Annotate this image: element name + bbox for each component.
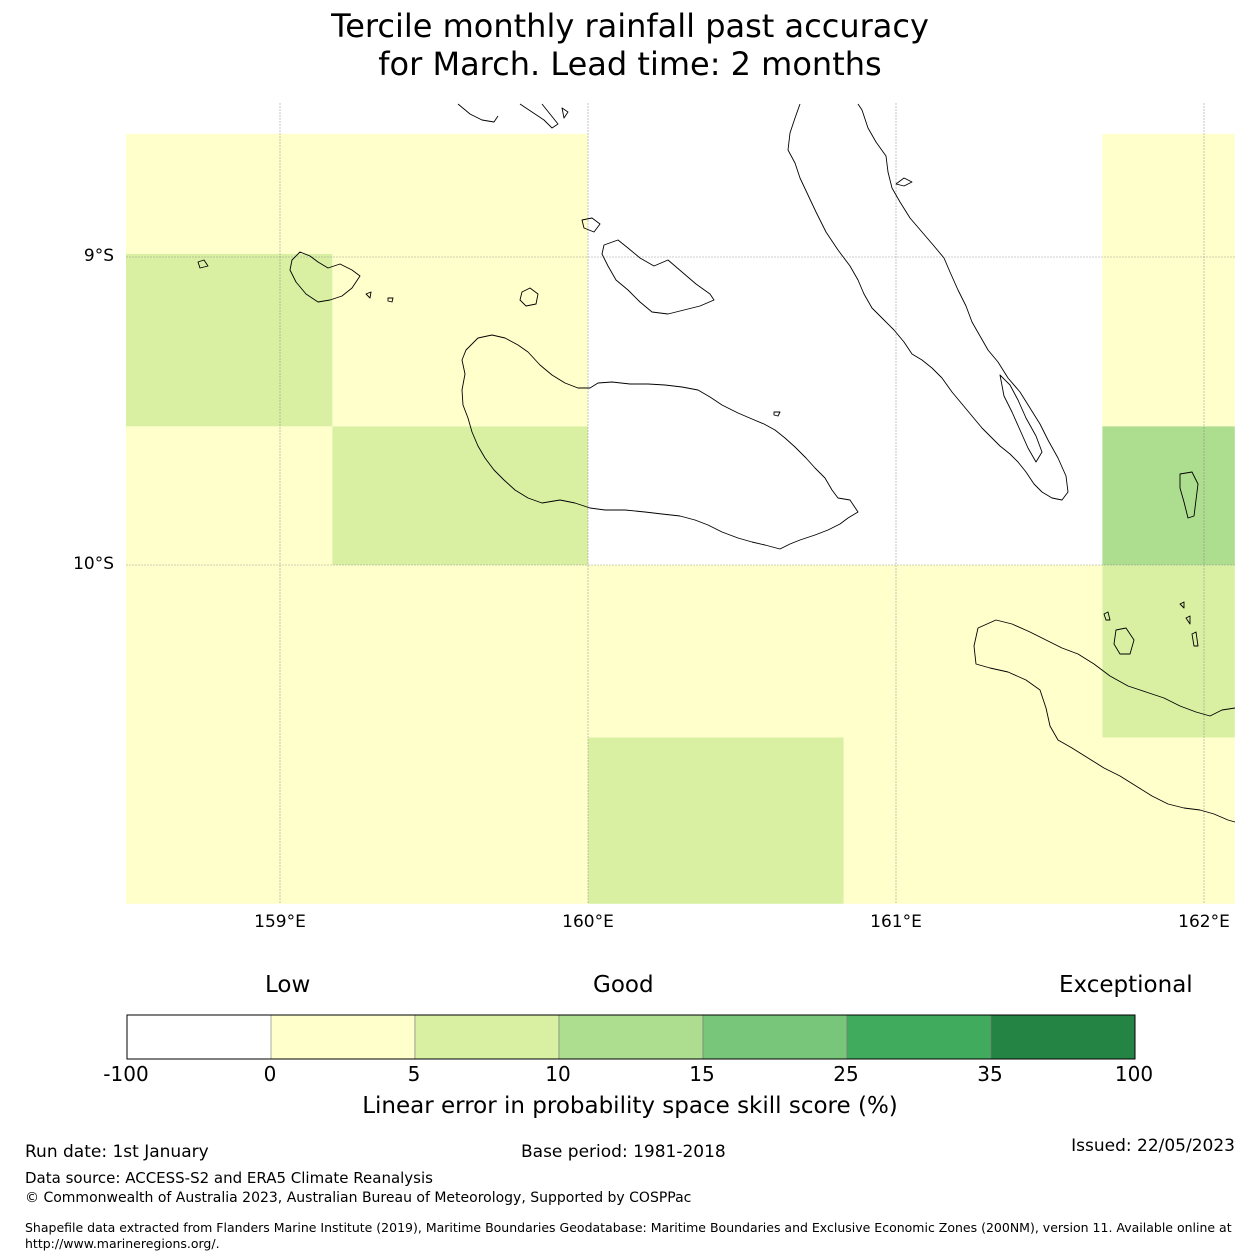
copyright: © Commonwealth of Australia 2023, Austra… (25, 1190, 692, 1206)
shapefile-credit: Shapefile data extracted from Flanders M… (25, 1220, 1232, 1252)
coastline-malaita (787, 103, 1069, 501)
skill-map (126, 103, 1236, 904)
colorbar-segment (558, 1014, 704, 1060)
grid-cell (1102, 133, 1235, 427)
grid-cell (588, 133, 1103, 566)
coastline-small-island-4 (197, 259, 209, 269)
colorbar-border (126, 1014, 1136, 1060)
colorbar-segment (846, 1014, 992, 1060)
chart-title-line1: Tercile monthly rainfall past accuracy (331, 7, 929, 45)
colorbar-tick-label: 0 (263, 1062, 277, 1086)
colorbar-label-good: Good (593, 972, 654, 998)
chart-title-line2: for March. Lead time: 2 months (378, 45, 882, 83)
coastline-small-island-12 (1185, 615, 1191, 625)
coastline-small-island-3 (581, 217, 601, 233)
coastline-new-georgia-2 (519, 103, 559, 129)
coastline-small-island-13 (1191, 631, 1199, 647)
colorbar-tick-label: 10 (545, 1062, 571, 1086)
coastline-small-island-8 (1179, 471, 1199, 519)
colorbar-tick-label: -100 (103, 1062, 149, 1086)
coastline-small-island-1 (895, 177, 913, 187)
coastline-new-georgia (457, 103, 499, 123)
grid-cell (332, 253, 588, 427)
colorbar (126, 1014, 1136, 1060)
lon-label-159e: 159°E (254, 912, 306, 932)
coastline-guadalcanal (461, 334, 859, 550)
run-date: Run date: 1st January (25, 1142, 209, 1162)
issued-date: Issued: 22/05/2023 (1071, 1136, 1235, 1156)
grid-cell (588, 737, 844, 904)
colorbar-segment (270, 1014, 416, 1060)
colorbar-segment (414, 1014, 560, 1060)
coastline-russell (289, 251, 361, 303)
colorbar-tick-label: 25 (833, 1062, 859, 1086)
coastline-makira-south (973, 627, 1236, 823)
colorbar-tick-label: 100 (1114, 1062, 1154, 1086)
coastline-makira (977, 619, 1236, 717)
grid-cell (126, 565, 1103, 738)
grid-cell (1102, 426, 1235, 565)
lon-label-161e: 161°E (870, 912, 922, 932)
coastline-small-island-9 (1113, 627, 1135, 655)
colorbar-tick-label: 5 (407, 1062, 421, 1086)
coastlines (197, 103, 1236, 823)
lon-label-162e: 162°E (1178, 912, 1230, 932)
coastline-small-island-14 (773, 411, 781, 417)
coastline-savo (519, 287, 539, 307)
grid-cell (843, 737, 1235, 904)
grid-cells (126, 133, 1235, 904)
colorbar-tick-label: 35 (977, 1062, 1003, 1086)
data-source: Data source: ACCESS-S2 and ERA5 Climate … (25, 1169, 433, 1187)
coastline-small-island-2 (999, 374, 1043, 463)
grid-cell (332, 426, 588, 565)
grid-cell (126, 253, 333, 427)
coastline-small-island-11 (1179, 601, 1185, 609)
coastline-small-island-10 (1103, 611, 1111, 621)
colorbar-title: Linear error in probability space skill … (362, 1093, 898, 1119)
lon-label-160e: 160°E (562, 912, 614, 932)
colorbar-label-low: Low (265, 972, 311, 998)
grid-cell (126, 426, 333, 565)
lat-label-9s: 9°S (83, 246, 114, 266)
colorbar-tick-label: 15 (689, 1062, 715, 1086)
coastline-nggela (601, 239, 715, 315)
coastline-small-island-5 (387, 297, 394, 303)
lat-label-10s: 10°S (73, 554, 114, 574)
colorbar-segment (990, 1014, 1136, 1060)
coastline-small-island-6 (365, 291, 372, 299)
grid-cell (126, 737, 588, 904)
colorbar-label-exceptional: Exceptional (1059, 972, 1193, 998)
grid-cell (126, 133, 588, 254)
grid-cell (1102, 565, 1235, 738)
colorbar-segment (702, 1014, 848, 1060)
coastline-small-island-7 (561, 107, 569, 119)
base-period: Base period: 1981-2018 (521, 1142, 726, 1162)
colorbar-segment (127, 1015, 271, 1059)
